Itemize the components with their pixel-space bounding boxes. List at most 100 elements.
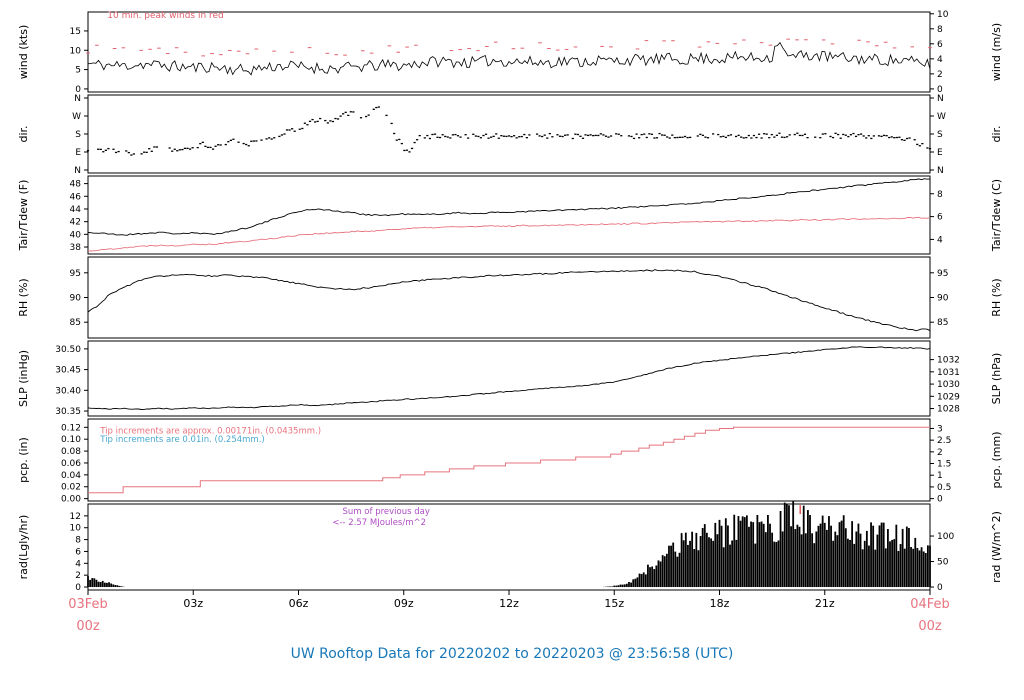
panel-rh: 85 90 95 85 90 95 RH (%) RH (%) bbox=[17, 256, 1003, 339]
x-tick-label: 21z bbox=[815, 597, 835, 610]
figure-title: UW Rooftop Data for 20220202 to 20220203… bbox=[290, 646, 734, 662]
y-axis-label-left-wind: wind (kts) bbox=[17, 25, 30, 80]
x-end-label-date: 04Feb bbox=[910, 597, 950, 612]
svg-text:2: 2 bbox=[75, 571, 81, 581]
svg-text:42: 42 bbox=[70, 218, 81, 228]
svg-text:2: 2 bbox=[937, 70, 943, 80]
svg-text:0.5: 0.5 bbox=[937, 483, 951, 493]
y-axis-label-left-temp: Tair/Tdew (F) bbox=[17, 180, 30, 252]
svg-text:50: 50 bbox=[937, 558, 949, 568]
svg-text:40: 40 bbox=[70, 230, 82, 240]
svg-text:30.40: 30.40 bbox=[55, 386, 81, 396]
y-axis-label-right-rh: RH (%) bbox=[990, 278, 1003, 316]
y-axis-label-right-pcp: pcp. (mm) bbox=[990, 431, 1003, 488]
series-sea-level-pressure bbox=[87, 346, 931, 410]
annotation-text-pcp: Tip increments are 0.01in. (0.254mm.) bbox=[99, 435, 264, 445]
series-wind-direction bbox=[86, 106, 932, 156]
svg-text:100: 100 bbox=[937, 532, 954, 542]
svg-text:S: S bbox=[937, 130, 943, 140]
series-relative-humidity bbox=[87, 269, 931, 332]
series-wind-speed bbox=[87, 41, 931, 76]
series-dewpoint-temperature bbox=[87, 216, 931, 252]
svg-text:3: 3 bbox=[937, 424, 943, 434]
svg-text:12: 12 bbox=[70, 512, 81, 522]
svg-text:30.45: 30.45 bbox=[55, 366, 81, 376]
svg-text:0.00: 0.00 bbox=[61, 495, 81, 505]
svg-text:0: 0 bbox=[937, 583, 943, 593]
svg-text:0: 0 bbox=[937, 85, 943, 95]
svg-text:90: 90 bbox=[70, 294, 82, 304]
svg-text:6: 6 bbox=[937, 40, 943, 50]
svg-text:N: N bbox=[74, 166, 81, 176]
x-tick-label: 09z bbox=[394, 597, 414, 610]
svg-text:1031: 1031 bbox=[937, 368, 960, 378]
svg-text:15: 15 bbox=[70, 27, 81, 37]
svg-text:90: 90 bbox=[937, 294, 949, 304]
svg-text:4: 4 bbox=[937, 55, 943, 65]
svg-text:0: 0 bbox=[75, 85, 81, 95]
series-precip-accumulation bbox=[88, 426, 930, 494]
svg-text:6: 6 bbox=[75, 547, 81, 557]
svg-text:30.35: 30.35 bbox=[55, 407, 81, 417]
svg-text:2.5: 2.5 bbox=[937, 436, 951, 446]
x-tick-label: 06z bbox=[289, 597, 309, 610]
y-axis-label-right-dir: dir. bbox=[990, 125, 1003, 142]
x-tick-label: 03z bbox=[183, 597, 203, 610]
svg-text:2: 2 bbox=[937, 448, 943, 458]
svg-text:0.10: 0.10 bbox=[61, 435, 81, 445]
svg-text:N: N bbox=[937, 94, 944, 104]
svg-text:1030: 1030 bbox=[937, 380, 960, 390]
svg-text:1028: 1028 bbox=[937, 405, 960, 415]
y-axis-label-left-slp: SLP (inHg) bbox=[17, 350, 30, 407]
y-axis-label-right-slp: SLP (hPa) bbox=[990, 353, 1003, 405]
x-tick-label: 18z bbox=[710, 597, 730, 610]
panel-pcp: 0.00 0.02 0.04 0.06 0.08 0.10 0.12 0 0.5 11.5 2 2.5… bbox=[17, 418, 1003, 505]
svg-text:1.5: 1.5 bbox=[937, 460, 951, 470]
y-axis-label-left-rad: rad(Lgly/hr) bbox=[17, 515, 30, 580]
series-air-temperature bbox=[87, 178, 931, 236]
svg-text:1: 1 bbox=[937, 471, 943, 481]
svg-text:8: 8 bbox=[75, 536, 81, 546]
svg-text:10: 10 bbox=[937, 10, 949, 20]
svg-text:6: 6 bbox=[937, 213, 943, 223]
svg-text:0: 0 bbox=[937, 495, 943, 505]
svg-text:W: W bbox=[937, 112, 946, 122]
svg-text:10: 10 bbox=[70, 46, 82, 56]
svg-text:8: 8 bbox=[937, 25, 943, 35]
svg-text:0: 0 bbox=[75, 583, 81, 593]
svg-text:N: N bbox=[937, 166, 944, 176]
annotation-text-wind: 10 min. peak winds in red bbox=[107, 11, 224, 21]
y-axis-label-left-rh: RH (%) bbox=[17, 278, 30, 316]
x-tick-label: 15z bbox=[604, 597, 624, 610]
x-axis: 03z 06z 09z 12z 15z 18z 21z 03Feb 00z 04Feb 00z bbox=[68, 590, 950, 634]
series-peak-wind-10min bbox=[86, 38, 932, 57]
svg-text:N: N bbox=[74, 94, 81, 104]
svg-text:85: 85 bbox=[70, 318, 81, 328]
svg-text:5: 5 bbox=[75, 66, 81, 76]
svg-text:44: 44 bbox=[70, 205, 82, 215]
svg-text:0.02: 0.02 bbox=[61, 483, 81, 493]
y-axis-label-right-rad: rad (W/m^2) bbox=[990, 511, 1003, 583]
panel-rad: 0 2 4 68 10 12 0 50 100 rad(Lgly/hr) rad (W/m^2) Su… bbox=[17, 500, 1003, 593]
panel-wind: 0 5 10 15 0 2 4 6 8 10 wind (kts) wind (m/s) 10 min.… bbox=[17, 10, 1003, 95]
svg-text:85: 85 bbox=[937, 318, 948, 328]
svg-text:38: 38 bbox=[70, 243, 82, 253]
x-end-label-hour: 00z bbox=[76, 619, 100, 634]
svg-text:1032: 1032 bbox=[937, 356, 960, 366]
x-end-label-hour: 00z bbox=[918, 619, 942, 634]
svg-text:95: 95 bbox=[70, 269, 81, 279]
y-axis-label-left-pcp: pcp. (in) bbox=[17, 437, 30, 483]
svg-text:95: 95 bbox=[937, 269, 948, 279]
y-axis-label-right-wind: wind (m/s) bbox=[990, 23, 1003, 81]
svg-text:0.12: 0.12 bbox=[61, 423, 81, 433]
svg-text:30.50: 30.50 bbox=[55, 345, 81, 355]
x-tick-label: 12z bbox=[499, 597, 519, 610]
svg-text:S: S bbox=[75, 130, 81, 140]
svg-text:4: 4 bbox=[75, 559, 81, 569]
svg-text:8: 8 bbox=[937, 190, 943, 200]
annotation-text-rad: Sum of previous day bbox=[343, 507, 430, 517]
annotation-text-pcp: Tip increments are approx. 0.00171in. (0… bbox=[99, 426, 321, 436]
